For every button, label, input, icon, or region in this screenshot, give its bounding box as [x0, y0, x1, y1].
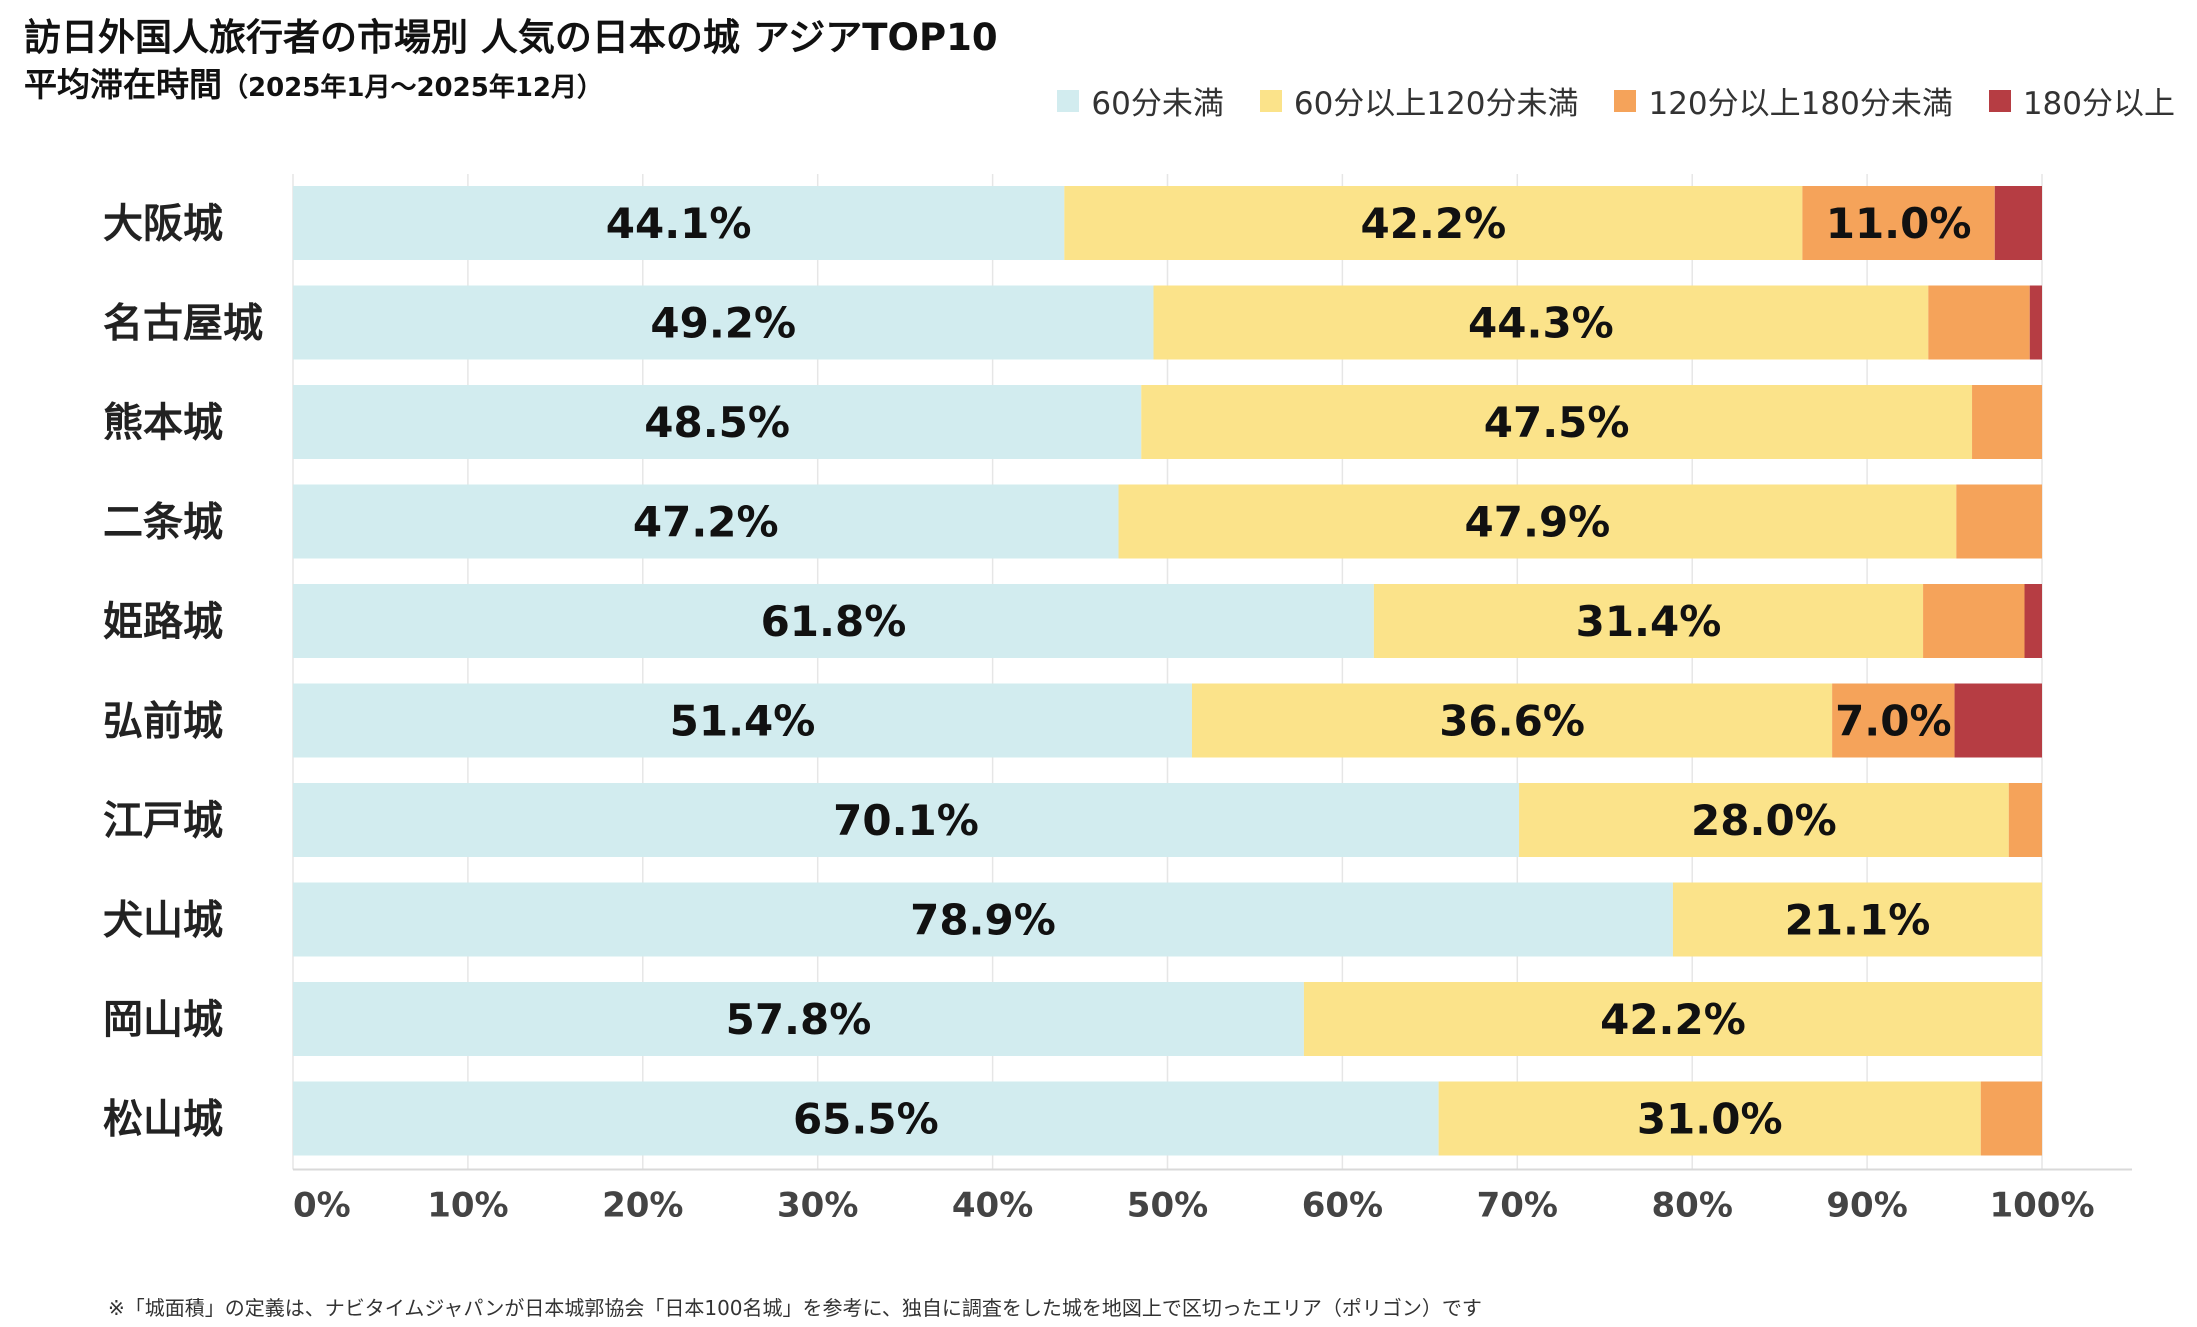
legend-item-gte180: 180分以上 — [1988, 78, 2175, 123]
period: （2025年1月～2025年12月） — [222, 73, 603, 103]
bar-segment — [1519, 783, 2009, 857]
bar-segment — [1923, 584, 2025, 658]
x-tick-label: 70% — [1477, 1186, 1558, 1226]
data-label: 31.4% — [1576, 597, 1722, 646]
bar-segment — [293, 1081, 1439, 1156]
category-label: 名古屋城 — [103, 301, 263, 347]
data-label: 47.5% — [1484, 398, 1630, 447]
bar-segment — [2029, 285, 2042, 360]
data-label: 28.0% — [1691, 796, 1837, 845]
title-main: 訪日外国人旅行者の市場別 人気の日本の城 アジアTOP10 — [24, 16, 998, 59]
data-label: 36.6% — [1439, 697, 1585, 746]
bar-segment — [1928, 285, 2030, 360]
data-label: 42.2% — [1600, 995, 1746, 1044]
legend-label-60to120: 60分以上120分未満 — [1293, 86, 1579, 122]
data-label: 78.9% — [910, 896, 1056, 945]
data-label: 51.4% — [670, 697, 816, 746]
data-label: 65.5% — [793, 1095, 939, 1144]
bar-segment — [293, 385, 1142, 459]
bar-segment — [1118, 484, 1957, 559]
bar-segment — [1994, 186, 2042, 260]
subtitle: 平均滞在時間 — [24, 65, 222, 104]
data-label: 11.0% — [1826, 199, 1972, 248]
bar-segment — [1141, 385, 1973, 459]
bar-segment — [293, 484, 1119, 559]
data-label: 49.2% — [650, 299, 796, 348]
legend-swatch-60to120 — [1259, 89, 1282, 112]
bar-segment — [2024, 584, 2042, 658]
bar-segment — [1956, 484, 2042, 559]
data-label: 47.9% — [1465, 498, 1611, 547]
stacked-bar-chart: 0% 10% 20% 30% 40% 50% 60% 70% 80% 90% 100% 大阪城 44.1… — [103, 174, 2132, 1226]
data-label: 42.2% — [1360, 199, 1506, 248]
bar-segment — [293, 285, 1154, 360]
data-label: 31.0% — [1637, 1095, 1783, 1144]
title-sub: 平均滞在時間（2025年1月～2025年12月） — [24, 62, 998, 111]
data-label: 61.8% — [761, 597, 907, 646]
legend-item-120to180: 120分以上180分未満 — [1614, 78, 1953, 123]
category-label: 姫路城 — [103, 599, 223, 645]
data-label: 7.0% — [1835, 697, 1951, 746]
bar-segment — [1303, 982, 2042, 1056]
footnote: ※「城面積」の定義は、ナビタイムジャパンが日本城郭協会「日本100名城」を参考に… — [108, 1296, 1482, 1320]
data-label: 44.3% — [1468, 299, 1614, 348]
legend-swatch-lt60 — [1057, 89, 1080, 112]
data-label: 47.2% — [633, 498, 779, 547]
category-label: 熊本城 — [103, 400, 223, 446]
legend: 60分未満 60分以上120分未満 120分以上180分未満 180分以上 — [1021, 78, 2175, 123]
x-tick-label: 90% — [1826, 1186, 1907, 1226]
bar-segment — [1064, 186, 1803, 260]
x-tick-label: 100% — [1989, 1186, 2094, 1226]
bar-segment — [1153, 285, 1929, 360]
bar-segment — [293, 783, 1520, 857]
legend-swatch-120to180 — [1614, 89, 1637, 112]
bar-segment — [1373, 584, 1924, 658]
category-label: 岡山城 — [103, 997, 223, 1043]
legend-label-lt60: 60分未満 — [1091, 86, 1224, 122]
bar-segment — [1980, 1081, 2042, 1156]
category-label: 二条城 — [103, 500, 223, 546]
bar-segment — [1191, 683, 1833, 758]
legend-item-60to120: 60分以上120分未満 — [1259, 78, 1579, 123]
chart-title: 訪日外国人旅行者の市場別 人気の日本の城 アジアTOP10 平均滞在時間（202… — [24, 14, 998, 111]
category-label: 松山城 — [103, 1097, 223, 1143]
x-tick-label: 20% — [602, 1186, 683, 1226]
data-label: 48.5% — [644, 398, 790, 447]
bar-segment — [293, 882, 1673, 957]
bar-segment — [293, 982, 1304, 1056]
legend-label-120to180: 120分以上180分未満 — [1648, 86, 1953, 122]
x-tick-label: 30% — [777, 1186, 858, 1226]
category-label: 犬山城 — [103, 898, 223, 944]
x-tick-label: 10% — [427, 1186, 508, 1226]
category-label: 大阪城 — [103, 201, 223, 247]
bar-segment — [1832, 683, 1955, 758]
legend-label-gte180: 180分以上 — [2022, 86, 2175, 122]
x-tick-label: 0% — [293, 1186, 351, 1226]
bar-segment — [293, 584, 1374, 658]
bar-segment — [293, 683, 1192, 758]
x-tick-label: 80% — [1652, 1186, 1733, 1226]
category-label: 江戸城 — [103, 798, 223, 844]
legend-item-lt60: 60分未満 — [1057, 78, 1224, 123]
legend-swatch-gte180 — [1988, 89, 2011, 112]
x-tick-label: 40% — [952, 1186, 1033, 1226]
category-label: 弘前城 — [103, 699, 223, 745]
x-tick-label: 50% — [1127, 1186, 1208, 1226]
x-tick-label: 60% — [1302, 1186, 1383, 1226]
data-label: 70.1% — [833, 796, 979, 845]
bar-segment — [1954, 683, 2042, 758]
data-label: 57.8% — [726, 995, 872, 1044]
bar-segment — [1672, 882, 2042, 957]
bar-segment — [1972, 385, 2042, 459]
bar-segment — [2008, 783, 2042, 857]
data-label: 21.1% — [1785, 896, 1931, 945]
bar-segment — [293, 186, 1065, 260]
data-label: 44.1% — [606, 199, 752, 248]
bar-segment — [1802, 186, 1995, 260]
bar-segment — [1438, 1081, 1981, 1156]
